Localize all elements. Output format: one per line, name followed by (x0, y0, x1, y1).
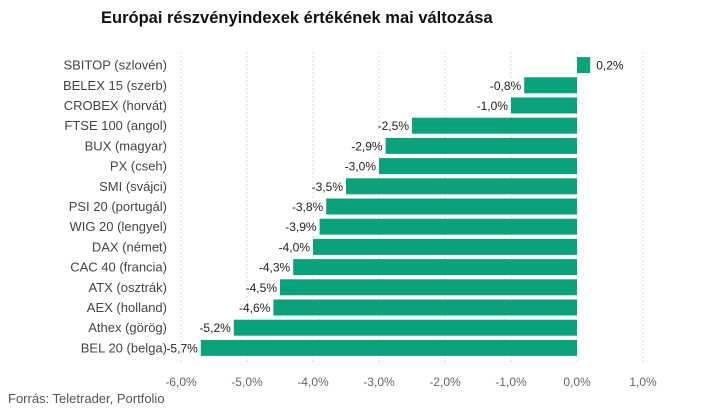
bar (319, 218, 577, 235)
bar (200, 339, 578, 356)
bar (293, 259, 577, 276)
category-label: ATX (osztrák) (89, 280, 168, 295)
category-label: PX (cseh) (110, 159, 167, 174)
data-label: -3,0% (345, 160, 377, 174)
bar (346, 178, 577, 195)
bar (233, 319, 578, 336)
category-label: DAX (német) (92, 239, 167, 254)
data-label: -5,7% (166, 341, 198, 355)
bar (273, 299, 577, 316)
bar (412, 117, 577, 134)
bar (313, 238, 577, 255)
category-label: WIG 20 (lengyel) (69, 219, 167, 234)
x-tick-label: 1,0% (629, 375, 657, 389)
category-label: BEL 20 (belga) (81, 340, 167, 355)
data-label: -3,5% (312, 180, 344, 194)
category-label: CROBEX (horvát) (64, 98, 167, 113)
category-label: BUX (magyar) (85, 138, 167, 153)
data-label: -5,2% (199, 321, 231, 335)
data-label: -1,0% (477, 99, 509, 113)
category-label: PSI 20 (portugál) (69, 199, 167, 214)
data-label: -4,6% (239, 301, 271, 315)
data-label: -4,3% (259, 261, 291, 275)
category-label: SMI (svájci) (99, 179, 167, 194)
x-tick-label: -2,0% (429, 375, 461, 389)
chart-title: Európai részvényindexek értékének mai vá… (101, 9, 493, 27)
data-label: -4,0% (279, 240, 311, 254)
category-label: BELEX 15 (szerb) (63, 78, 167, 93)
x-tick-label: -6,0% (165, 375, 197, 389)
bar (379, 158, 577, 175)
bar (524, 77, 577, 94)
category-label: CAC 40 (francia) (70, 260, 167, 275)
data-label: -2,9% (351, 139, 383, 153)
category-label: FTSE 100 (angol) (64, 118, 167, 133)
bar (577, 57, 591, 74)
x-tick-label: -4,0% (297, 375, 329, 389)
category-label: AEX (holland) (87, 300, 167, 315)
x-tick-label: -1,0% (495, 375, 527, 389)
bar (280, 279, 577, 296)
bar (511, 97, 577, 114)
data-label: 0,2% (596, 59, 624, 73)
category-label: Athex (görög) (88, 320, 167, 335)
x-tick-label: -5,0% (231, 375, 263, 389)
data-label: -4,5% (246, 281, 278, 295)
data-label: -2,5% (378, 119, 410, 133)
data-label: -3,8% (292, 200, 324, 214)
x-tick-label: -3,0% (363, 375, 395, 389)
source-note: Forrás: Teletrader, Portfolio (8, 391, 165, 406)
category-label: SBITOP (szlovén) (63, 58, 167, 73)
data-label: -0,8% (490, 79, 522, 93)
data-label: -3,9% (285, 220, 317, 234)
x-tick-label: 0,0% (563, 375, 591, 389)
bar (326, 198, 577, 215)
bar (385, 137, 577, 154)
